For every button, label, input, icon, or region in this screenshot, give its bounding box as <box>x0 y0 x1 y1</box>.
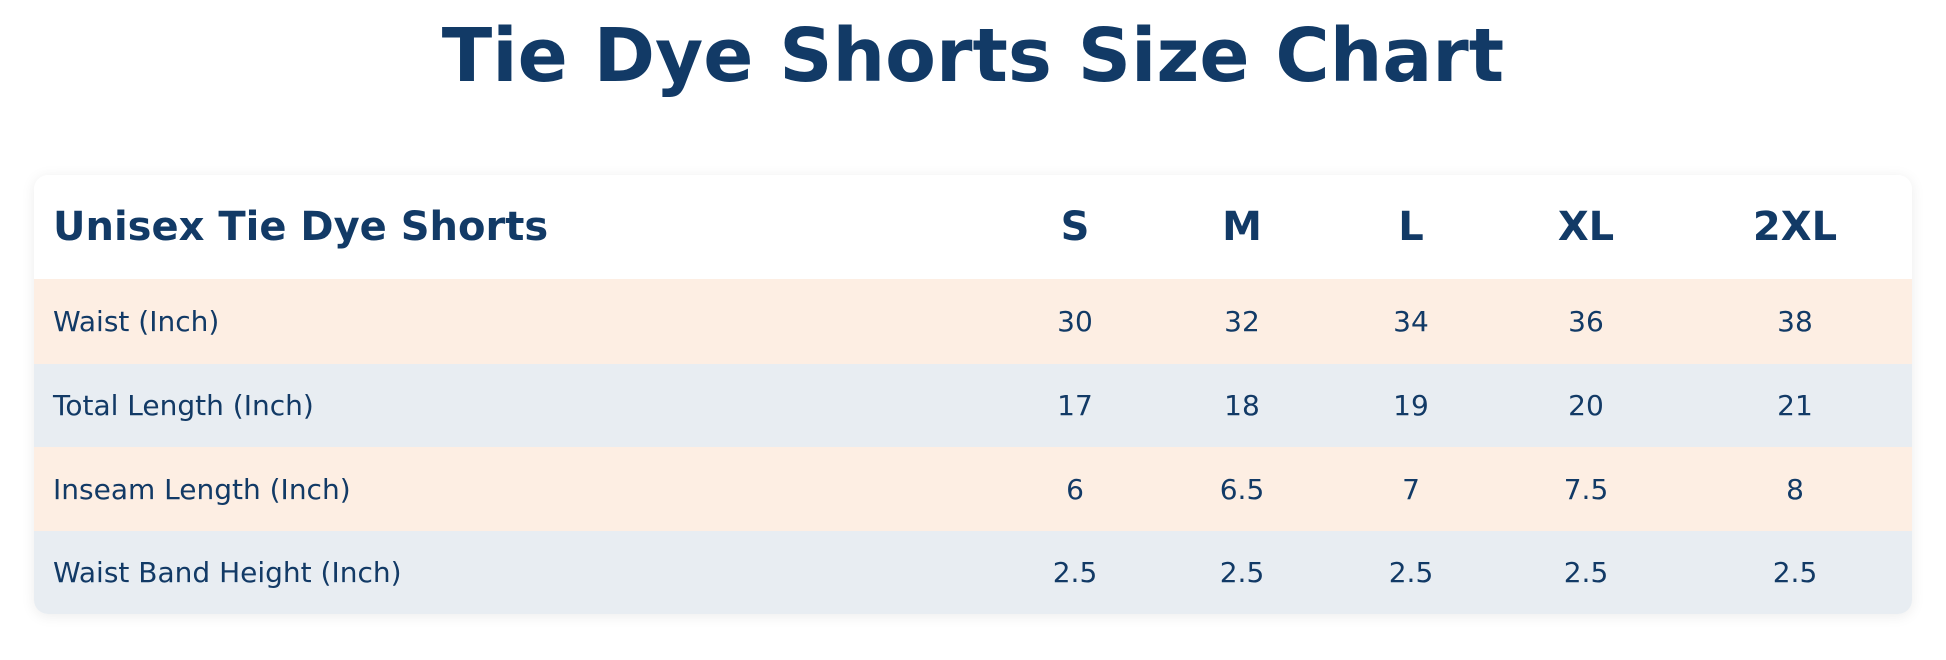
row-value: 21 <box>1777 389 1813 422</box>
header-row: Unisex Tie Dye Shorts S M L XL 2XL <box>34 175 1912 279</box>
table-row: Waist Band Height (Inch) 2.5 2.5 2.5 2.5 2.5 <box>34 531 1912 614</box>
row-value: 34 <box>1393 305 1429 338</box>
row-value: 2.5 <box>1563 556 1609 589</box>
row-label: Inseam Length (Inch) <box>53 472 351 506</box>
row-value: 38 <box>1777 305 1813 338</box>
table-row: Total Length (Inch) 17 18 19 20 21 <box>34 364 1912 447</box>
row-value: 7 <box>1402 472 1420 506</box>
table-row: Inseam Length (Inch) 6 6.5 7 7.5 8 <box>34 447 1912 531</box>
row-value: 17 <box>1057 389 1093 422</box>
row-value: 8 <box>1786 472 1804 506</box>
row-value: 32 <box>1224 305 1260 338</box>
row-value: 6.5 <box>1219 472 1265 506</box>
header-value: L <box>1398 204 1424 250</box>
row-value: 30 <box>1057 305 1093 338</box>
table-row: Waist (Inch) 30 32 34 36 38 <box>34 279 1912 364</box>
header-value: XL <box>1557 204 1615 250</box>
header-value: M <box>1222 204 1262 250</box>
row-value: 2.5 <box>1219 556 1265 589</box>
row-value: 18 <box>1224 389 1260 422</box>
header-value: 2XL <box>1752 204 1838 250</box>
header-value: S <box>1060 204 1090 250</box>
row-value: 7.5 <box>1563 472 1609 506</box>
row-value: 19 <box>1393 389 1429 422</box>
row-label: Total Length (Inch) <box>53 389 314 422</box>
header-label: Unisex Tie Dye Shorts <box>53 204 549 250</box>
size-table: Unisex Tie Dye Shorts S M L XL 2XL Waist (Inch… <box>34 175 1912 614</box>
row-label: Waist Band Height (Inch) <box>53 556 402 589</box>
row-value: 2.5 <box>1388 556 1434 589</box>
row-label: Waist (Inch) <box>53 305 220 338</box>
row-value: 6 <box>1066 472 1084 506</box>
page-title: Tie Dye Shorts Size Chart <box>441 13 1505 99</box>
row-value: 2.5 <box>1772 556 1818 589</box>
row-value: 20 <box>1568 389 1604 422</box>
row-value: 2.5 <box>1052 556 1098 589</box>
row-value: 36 <box>1568 305 1604 338</box>
